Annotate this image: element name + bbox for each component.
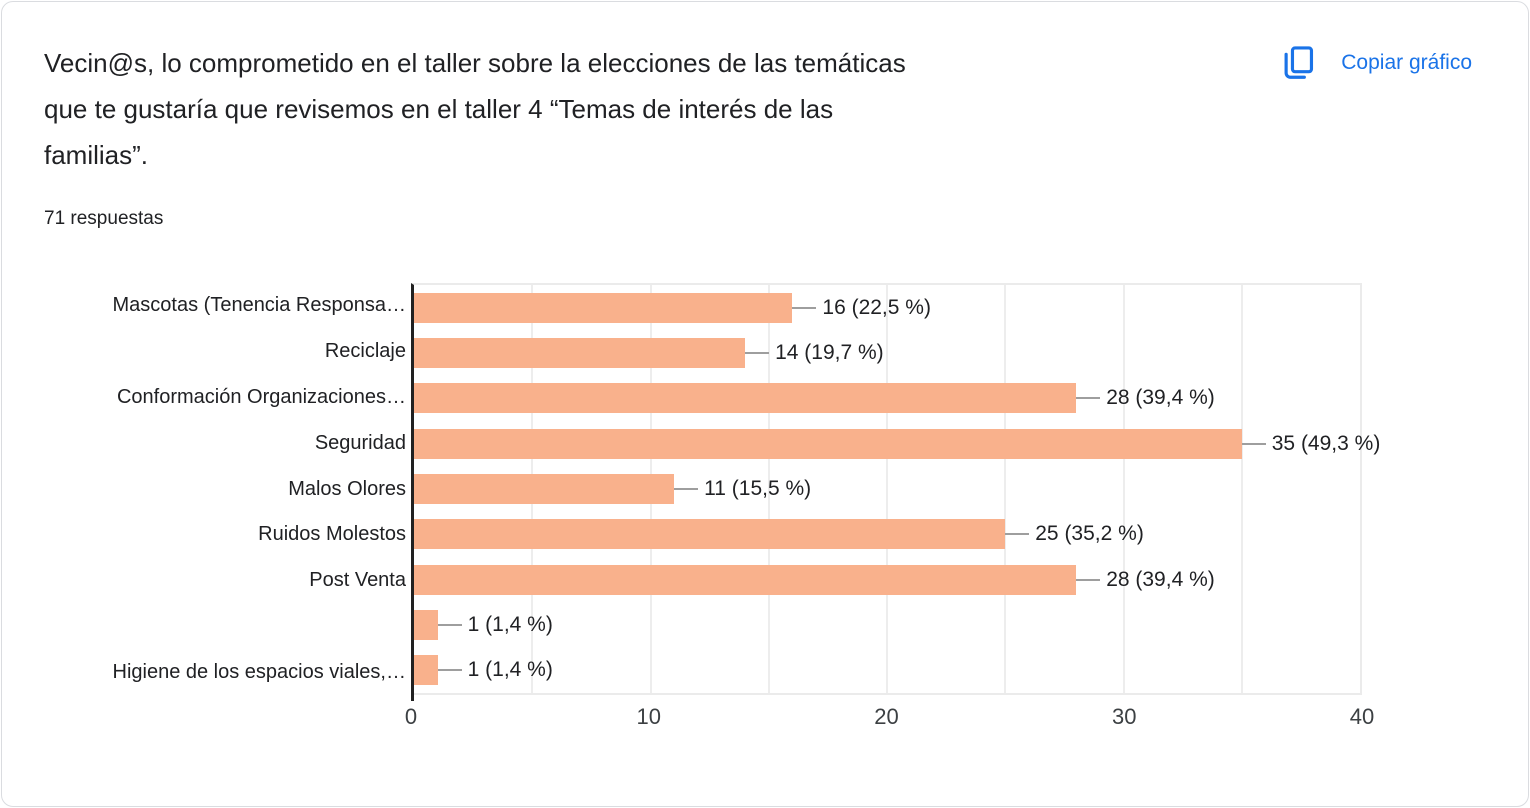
copy-button-label: Copiar gráfico xyxy=(1341,51,1472,74)
value-connector xyxy=(792,306,817,309)
gridline xyxy=(1122,285,1125,693)
plot-rows: 16 (22,5 %) 14 (19,7 %) 28 (39,4 %) 35 (49,… xyxy=(414,285,1380,693)
x-axis-tick-label: 20 xyxy=(874,704,899,729)
responses-count: 71 respuestas xyxy=(44,208,164,229)
x-axis-zero-tick xyxy=(411,693,414,701)
bar[interactable] xyxy=(414,337,746,368)
bar-row: 11 (15,5 %) xyxy=(414,466,1360,511)
bar[interactable] xyxy=(414,519,1006,550)
category-label xyxy=(2,603,406,649)
value-connector xyxy=(1005,533,1030,536)
category-label: Reciclaje xyxy=(324,340,406,363)
bar[interactable] xyxy=(414,428,1242,459)
bar-row: 1 (1,4 %) xyxy=(414,602,1360,647)
bar-row: 28 (39,4 %) xyxy=(414,557,1360,602)
category-labels: Mascotas (Tenencia Responsa… Reciclaje Con… xyxy=(2,283,407,695)
bar[interactable] xyxy=(414,383,1077,414)
copy-icon xyxy=(1279,42,1317,84)
value-connector xyxy=(1076,397,1101,400)
bar-row: 16 (22,5 %) xyxy=(414,285,1360,330)
bar[interactable] xyxy=(414,473,675,504)
x-axis-tick-label: 0 xyxy=(404,704,418,729)
category-label: Higiene de los espacios viales,… xyxy=(112,660,407,683)
bar-chart-plot: 16 (22,5 %) 14 (19,7 %) 28 (39,4 %) 35 (49,… xyxy=(411,283,1380,701)
question-title-line: que te gustaría que revisemos en el tall… xyxy=(44,94,834,124)
category-label: Conformación Organizaciones… xyxy=(116,385,406,408)
value-connector xyxy=(745,351,770,354)
gridline xyxy=(886,285,888,693)
value-connector xyxy=(1076,578,1101,581)
x-axis-tick-label: 10 xyxy=(636,704,661,729)
bar[interactable] xyxy=(414,655,438,686)
value-label: 28 (39,4 %) xyxy=(1106,567,1215,591)
category-label: Mascotas (Tenencia Responsa… xyxy=(112,294,406,317)
value-label: 25 (35,2 %) xyxy=(1035,522,1144,546)
value-label: 35 (49,3 %) xyxy=(1271,431,1381,455)
category-label: Seguridad xyxy=(314,431,406,454)
bar-row: 25 (35,2 %) xyxy=(414,512,1360,557)
gridline xyxy=(767,285,770,693)
bar[interactable] xyxy=(414,564,1077,595)
value-label: 1 (1,4 %) xyxy=(467,658,553,682)
value-connector xyxy=(674,487,699,490)
x-axis-tick-label: 40 xyxy=(1349,704,1375,729)
value-connector xyxy=(437,623,462,626)
gridline xyxy=(1240,285,1243,693)
category-label: Post Venta xyxy=(309,569,406,592)
bar[interactable] xyxy=(414,609,438,640)
bar-row: 35 (49,3 %) xyxy=(414,421,1380,466)
question-title-line: familias”. xyxy=(44,140,149,170)
value-label: 28 (39,4 %) xyxy=(1106,386,1215,410)
question-title-line: Vecin@s, lo comprometido en el taller so… xyxy=(44,48,906,78)
copy-chart-button[interactable]: Copiar gráfico xyxy=(1279,42,1472,84)
bar-row: 1 (1,4 %) xyxy=(414,648,1360,693)
value-connector xyxy=(1241,442,1266,445)
value-label: 16 (22,5 %) xyxy=(822,295,931,319)
bar-row: 14 (19,7 %) xyxy=(414,330,1360,375)
bar-row: 28 (39,4 %) xyxy=(414,376,1360,421)
category-label: Malos Olores xyxy=(288,477,406,500)
gridline xyxy=(1004,285,1007,693)
value-connector xyxy=(437,669,462,672)
x-axis: 0 10 20 30 40 xyxy=(405,704,1374,732)
category-label: Ruidos Molestos xyxy=(258,523,406,546)
value-label: 1 (1,4 %) xyxy=(467,612,553,636)
x-axis-tick-label: 30 xyxy=(1112,704,1137,729)
value-label: 14 (19,7 %) xyxy=(775,340,884,364)
bar[interactable] xyxy=(414,292,793,323)
value-label: 11 (15,5 %) xyxy=(704,476,812,500)
question-title: Vecin@s, lo comprometido en el taller so… xyxy=(44,40,1184,178)
